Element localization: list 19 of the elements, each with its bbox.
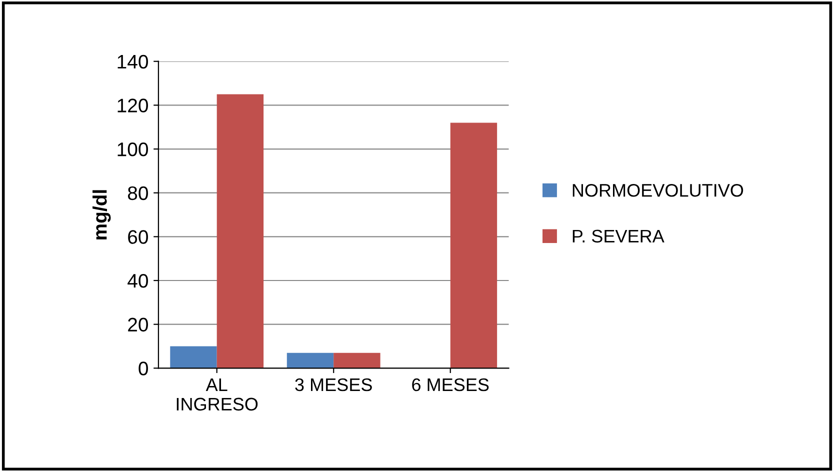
bar [216,94,264,368]
y-axis-title: mg/dl [92,190,111,240]
bar [450,122,498,368]
x-tick-label: AL INGRESO [176,378,258,411]
legend-label: NORMOEVOLUTIVO [572,184,744,197]
y-tick-label: 120 [118,98,148,112]
legend-label: P. SEVERA [572,230,664,243]
bar [286,352,334,368]
y-tick-label: 140 [118,54,148,69]
y-tick-label: 40 [128,274,148,288]
bar [334,352,380,368]
y-tick-label: 60 [128,230,148,244]
y-tick-label: 0 [138,362,148,376]
bar [170,346,217,368]
x-tick-label: 3 MESES [295,378,372,392]
x-tick-label: 6 MESES [412,378,489,392]
y-tick-label: 80 [128,186,148,200]
y-tick-label: 100 [118,142,148,156]
y-tick-label: 20 [128,318,148,332]
